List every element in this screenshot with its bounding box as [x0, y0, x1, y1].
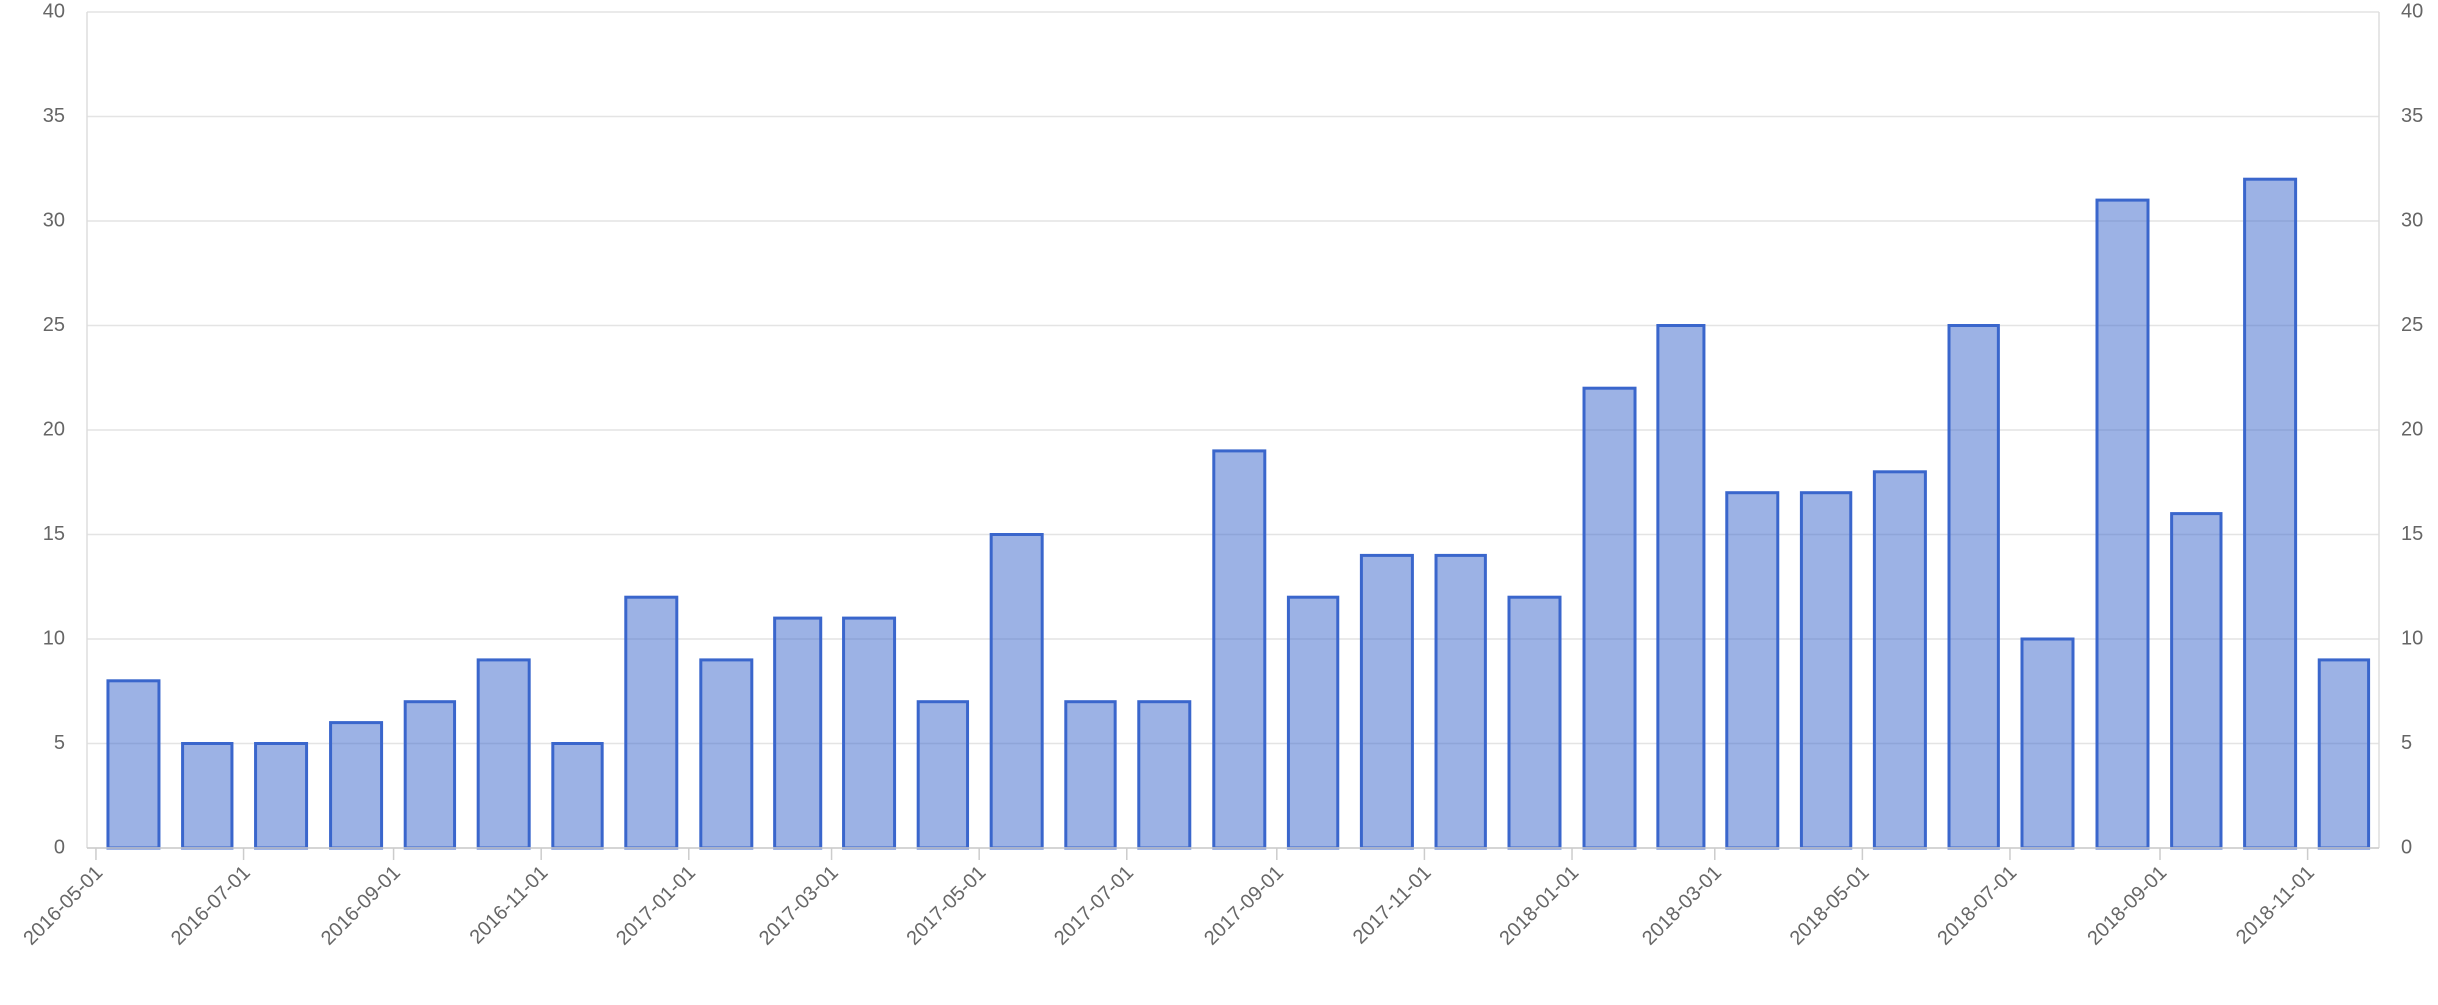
bar: [106, 679, 161, 850]
bar: [1359, 553, 1414, 850]
x-tick-label: 2018-05-01: [1786, 862, 1874, 950]
x-tick-label: 2016-09-01: [317, 862, 405, 950]
bar: [773, 616, 823, 850]
bar: [916, 700, 970, 850]
bar: [1507, 595, 1562, 850]
x-tick-label: 2018-07-01: [1933, 862, 2021, 950]
y-tick-label: 25: [43, 314, 65, 336]
bar: [403, 700, 457, 850]
x-tick-label: 2018-03-01: [1638, 862, 1726, 950]
bar: [551, 742, 604, 850]
bar: [254, 742, 309, 850]
bar: [329, 721, 384, 850]
y-tick-label: 10: [43, 627, 65, 649]
bar: [1725, 491, 1780, 850]
y2-tick-label: 30: [2401, 209, 2423, 231]
y2-tick-label: 40: [2401, 0, 2423, 22]
x-tick-label: 2017-07-01: [1050, 862, 1138, 950]
bar: [1434, 553, 1487, 850]
x-tick-label: 2017-03-01: [755, 862, 843, 950]
x-tick-label: 2017-09-01: [1200, 862, 1288, 950]
x-tick-label: 2016-05-01: [19, 862, 107, 950]
bar: [2170, 512, 2223, 850]
x-tick-label: 2016-11-01: [466, 862, 553, 949]
bar: [1137, 700, 1192, 850]
bar: [1286, 595, 1340, 850]
bar: [989, 533, 1044, 850]
y-tick-label: 5: [54, 732, 65, 754]
bar: [699, 658, 754, 850]
y2-tick-label: 20: [2401, 418, 2423, 440]
bar: [1799, 491, 1853, 850]
x-tick-label: 2017-01-01: [612, 862, 700, 950]
y2-tick-label: 15: [2401, 523, 2423, 545]
y2-tick-label: 25: [2401, 314, 2423, 336]
bar: [1872, 470, 1927, 850]
y2-tick-label: 0: [2401, 836, 2412, 858]
x-tick-label: 2018-01-01: [1495, 862, 1583, 950]
y-tick-label: 0: [54, 836, 65, 858]
bar: [1212, 449, 1267, 850]
bar: [2243, 177, 2298, 850]
y2-tick-label: 5: [2401, 732, 2412, 754]
bar: [624, 595, 679, 850]
bar: [1656, 324, 1706, 850]
bar: [2317, 658, 2371, 850]
bar: [1947, 324, 2000, 850]
y-tick-label: 20: [43, 418, 65, 440]
y2-tick-label: 35: [2401, 105, 2423, 127]
bar: [476, 658, 531, 850]
y-tick-label: 35: [43, 105, 65, 127]
y-tick-label: 15: [43, 523, 65, 545]
x-tick-label: 2016-07-01: [167, 862, 255, 950]
y2-tick-label: 10: [2401, 627, 2423, 649]
y-tick-label: 30: [43, 209, 65, 231]
x-tick-label: 2017-05-01: [903, 862, 991, 950]
x-tick-label: 2018-09-01: [2083, 862, 2171, 950]
bar: [2020, 637, 2075, 850]
bar: [1582, 386, 1637, 850]
y-tick-label: 40: [43, 0, 65, 22]
x-tick-label: 2017-11-01: [1349, 862, 1436, 949]
bar: [842, 616, 897, 850]
bar: [2095, 198, 2150, 850]
bar: [1064, 700, 1117, 850]
x-tick-label: 2018-11-01: [2232, 862, 2319, 949]
bar: [181, 742, 234, 850]
